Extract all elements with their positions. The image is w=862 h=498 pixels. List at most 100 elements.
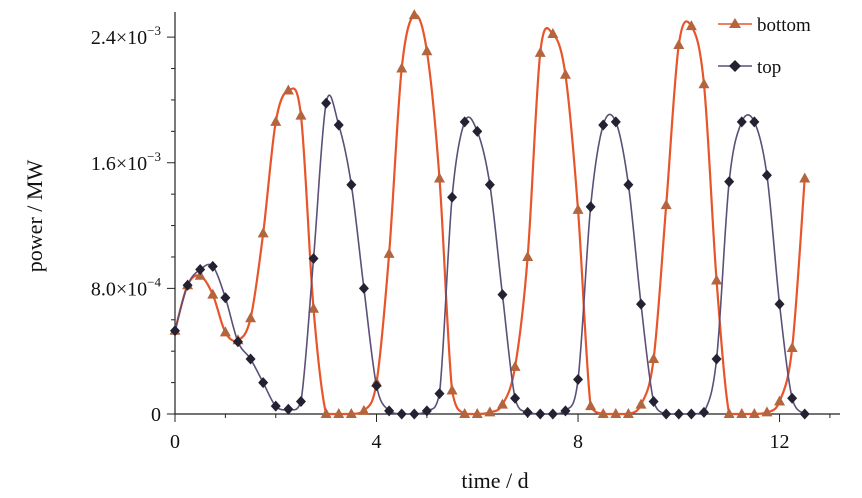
- y-ticks: 0 8.0×10−4 1.6×10−3 2.4×10−3: [91, 23, 175, 426]
- data-point-top: [295, 395, 306, 407]
- data-point-bottom: [622, 408, 634, 418]
- data-point-top: [711, 353, 722, 365]
- data-point-top: [522, 406, 533, 418]
- x-tick-label: 12: [770, 431, 790, 453]
- data-point-top: [321, 97, 332, 109]
- data-point-top: [245, 353, 256, 365]
- legend-label-bottom: bottom: [757, 15, 811, 36]
- data-point-bottom: [358, 404, 370, 415]
- data-point-bottom: [736, 408, 748, 418]
- data-point-bottom: [270, 115, 282, 126]
- data-point-bottom: [761, 406, 773, 417]
- data-point-top: [510, 392, 521, 404]
- data-point-bottom: [547, 27, 559, 38]
- data-point-top: [648, 395, 659, 407]
- data-point-top: [698, 406, 709, 418]
- data-point-bottom: [635, 398, 647, 409]
- data-point-top: [547, 408, 558, 420]
- data-point-bottom: [559, 68, 571, 79]
- data-point-top: [270, 400, 281, 412]
- data-point-bottom: [673, 38, 685, 49]
- y-tick-label: 8.0×10−4: [91, 274, 162, 300]
- data-point-top: [787, 392, 798, 404]
- legend-marker-diamond-icon: [729, 60, 741, 72]
- x-axis-title: time / d: [461, 468, 528, 493]
- data-point-bottom: [774, 395, 786, 406]
- data-point-top: [371, 380, 382, 392]
- data-point-top: [623, 179, 634, 191]
- data-point-bottom: [396, 62, 408, 73]
- data-point-top: [472, 125, 483, 137]
- data-point-top: [182, 279, 193, 291]
- data-point-top: [346, 179, 357, 191]
- data-point-bottom: [748, 408, 760, 418]
- data-point-bottom: [383, 247, 395, 258]
- data-point-top: [686, 408, 697, 420]
- data-point-bottom: [711, 274, 723, 285]
- series-top: [170, 94, 810, 420]
- data-point-top: [484, 179, 495, 191]
- y-tick-label: 2.4×10−3: [91, 23, 161, 49]
- data-point-top: [358, 282, 369, 294]
- legend-entry-top: top: [718, 57, 781, 78]
- data-point-bottom: [421, 45, 433, 56]
- data-point-top: [308, 253, 319, 265]
- data-point-top: [220, 292, 231, 304]
- y-tick-label: 1.6×10−3: [91, 149, 161, 175]
- data-point-bottom: [660, 199, 672, 210]
- data-point-top: [585, 201, 596, 213]
- data-point-bottom: [333, 408, 345, 418]
- data-point-bottom: [408, 9, 420, 20]
- data-point-top: [497, 289, 508, 301]
- data-point-top: [673, 408, 684, 420]
- data-point-bottom: [585, 400, 597, 411]
- data-point-top: [447, 191, 458, 203]
- y-axis-title: power / MW: [22, 160, 47, 273]
- data-point-top: [736, 116, 747, 128]
- legend-entry-bottom: bottom: [718, 15, 811, 36]
- x-ticks: 0 4 8 12: [170, 414, 790, 453]
- data-point-top: [724, 176, 735, 188]
- data-point-top: [333, 119, 344, 131]
- series-line-top: [174, 94, 806, 415]
- data-point-bottom: [282, 84, 294, 95]
- data-point-bottom: [522, 250, 534, 261]
- data-point-bottom: [723, 408, 735, 418]
- data-point-top: [434, 388, 445, 400]
- data-point-bottom: [219, 326, 231, 337]
- x-tick-label: 8: [573, 431, 583, 453]
- data-point-top: [421, 405, 432, 417]
- data-point-bottom: [320, 408, 332, 418]
- data-point-bottom: [295, 109, 307, 120]
- data-point-top: [636, 298, 646, 310]
- data-point-bottom: [471, 408, 483, 418]
- data-point-bottom: [572, 203, 584, 214]
- data-point-bottom: [459, 408, 471, 418]
- data-point-top: [749, 116, 760, 128]
- data-point-top: [384, 405, 395, 417]
- data-point-bottom: [648, 353, 660, 364]
- data-point-bottom: [685, 20, 697, 31]
- data-point-bottom: [207, 288, 219, 299]
- data-point-bottom: [610, 408, 622, 418]
- data-point-bottom: [698, 78, 710, 89]
- axes: [174, 12, 840, 415]
- legend: bottom top: [718, 15, 811, 78]
- data-point-top: [459, 116, 470, 128]
- minor-ticks: [171, 68, 831, 418]
- data-point-top: [170, 325, 180, 337]
- data-point-top: [283, 403, 294, 415]
- data-point-bottom: [496, 398, 508, 409]
- x-tick-label: 0: [170, 431, 180, 453]
- data-point-bottom: [257, 227, 269, 238]
- data-point-bottom: [799, 172, 811, 183]
- data-point-top: [232, 336, 243, 348]
- data-point-top: [774, 298, 785, 310]
- data-point-top: [207, 260, 218, 272]
- data-point-top: [258, 377, 269, 389]
- series-layer: [169, 9, 811, 420]
- data-point-top: [396, 408, 407, 420]
- data-point-top: [799, 408, 810, 420]
- data-point-bottom: [308, 302, 320, 313]
